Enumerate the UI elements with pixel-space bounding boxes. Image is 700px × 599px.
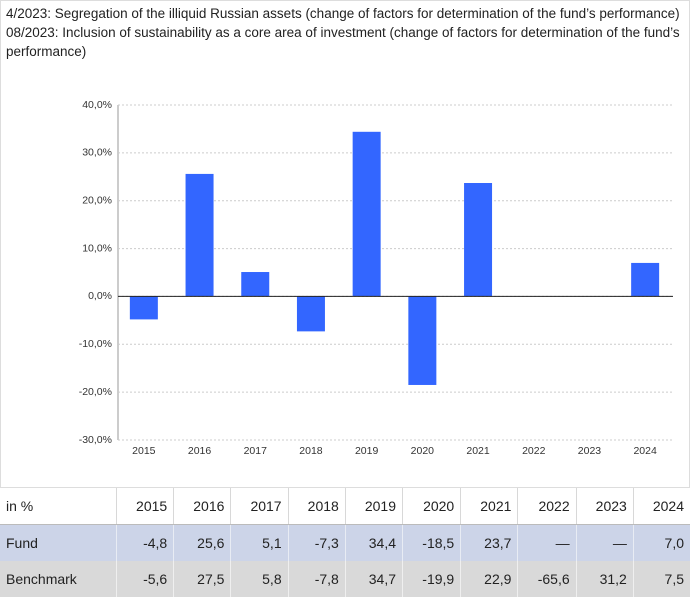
table-cell: 2015	[115, 488, 174, 525]
table-cell: 2022	[517, 488, 577, 525]
performance-table: in % 2015 2016 2017 2018 2019 2020 2021 2022 2023…	[0, 488, 690, 597]
table-cell: 2023	[575, 488, 634, 525]
table-row: Fund -4,8 25,6 5,1 -7,3 34,4 -18,5 23,7— —7,0	[0, 524, 690, 561]
table-cell: 23,7	[460, 524, 518, 561]
note: 08/2023: Inclusion of sustainability as …	[6, 25, 680, 59]
x-tick-label: 2019	[355, 445, 379, 457]
table-cell: 34,7	[344, 561, 403, 597]
table-cell: -4,8	[115, 524, 174, 561]
x-tick-label: 2020	[411, 445, 435, 457]
y-tick-label: 10,0%	[82, 242, 112, 254]
table-cell: 25,6	[173, 524, 231, 561]
x-tick-label: 2023	[578, 445, 602, 457]
table-cell: 27,5	[173, 561, 231, 597]
table-cell: -65,6	[517, 561, 577, 597]
chart: -30,0% -20,0% -10,0% 0,0% 10,0% 20,0% 30,0% 40,…	[0, 0, 690, 488]
note: 4/2023: Segregation of the illiquid Russ…	[6, 6, 680, 21]
table-cell: —	[517, 524, 577, 561]
bar	[129, 296, 158, 320]
table-cell: 2019	[344, 488, 403, 525]
table-cell: 2017	[230, 488, 289, 525]
chart-frame	[0, 0, 690, 488]
table-cell: -18,5	[402, 524, 461, 561]
bar	[352, 131, 381, 297]
y-tick-label: -30,0%	[79, 434, 112, 446]
y-tick-label: 40,0%	[82, 99, 112, 111]
bar	[296, 296, 325, 332]
y-tick-label: -20,0%	[79, 386, 112, 398]
table-cell: 7,5	[632, 561, 690, 597]
bar	[185, 173, 214, 297]
table-cell: 2016	[173, 488, 231, 525]
bar	[464, 183, 493, 297]
x-tick-label: 2016	[188, 445, 212, 457]
bar	[408, 296, 437, 385]
table-cell: in %	[0, 488, 117, 525]
table-cell: 7,0	[632, 524, 690, 561]
y-tick-label: 30,0%	[82, 147, 112, 159]
table-cell: -5,6	[115, 561, 174, 597]
y-tick-label: -10,0%	[79, 338, 112, 350]
table-cell: 34,4	[344, 524, 403, 561]
table-cell: -7,3	[287, 524, 346, 561]
table-cell: 5,8	[230, 561, 289, 597]
table-cell: Fund	[0, 524, 117, 561]
table-row: Benchmark -5,6 27,5 5,8 -7,8 34,7 -19,9 22,9 -65…	[0, 561, 690, 597]
table-cell: 5,1	[230, 524, 289, 561]
table-cell: -19,9	[402, 561, 461, 597]
table-cell: 2018	[287, 488, 346, 525]
bar	[631, 262, 660, 297]
x-tick-label: 2021	[466, 445, 490, 457]
table-cell: 2021	[460, 488, 518, 525]
table-cell: -7,8	[287, 561, 346, 597]
table-cell: 2024	[632, 488, 690, 525]
x-tick-label: 2024	[633, 445, 657, 457]
y-tick-label: 0,0%	[88, 290, 112, 302]
x-tick-label: 2018	[299, 445, 323, 457]
bar	[241, 272, 270, 297]
x-tick-label: 2017	[244, 445, 268, 457]
table-cell: 2020	[402, 488, 461, 525]
table-cell: Benchmark	[0, 561, 117, 597]
table-row: in % 2015 2016 2017 2018 2019 2020 2021 2022 2023…	[0, 488, 690, 525]
y-tick-label: 20,0%	[82, 194, 112, 206]
x-tick-label: 2022	[522, 445, 546, 457]
x-tick-label: 2015	[132, 445, 156, 457]
notes: 4/2023: Segregation of the illiquid Russ…	[6, 4, 694, 61]
table-cell: —	[575, 524, 634, 561]
table-cell: 31,2	[575, 561, 634, 597]
table-cell: 22,9	[460, 561, 518, 597]
